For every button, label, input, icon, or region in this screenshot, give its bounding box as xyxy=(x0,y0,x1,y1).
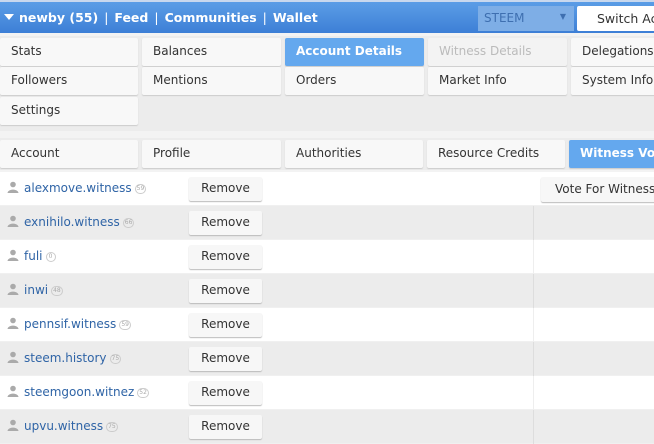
witness-row: upvu.witness 75 Remove xyxy=(0,410,654,444)
witness-name-link[interactable]: fuli xyxy=(24,249,43,263)
dropdown-arrow-icon: ▼ xyxy=(559,12,566,21)
remove-button[interactable]: Remove xyxy=(189,177,262,201)
witness-cell: fuli 0 xyxy=(0,240,181,274)
witness-cell: steemgoon.witnez 52 xyxy=(0,376,181,410)
reputation-badge: 48 xyxy=(51,286,63,296)
remove-button[interactable]: Remove xyxy=(189,415,262,439)
witness-row: alexmove.witness 59 Remove Vote For Witness… xyxy=(0,172,654,206)
separator: | xyxy=(104,10,109,25)
menu-settings[interactable]: Settings xyxy=(0,97,138,125)
witness-name-link[interactable]: inwi xyxy=(24,283,49,297)
remove-button[interactable]: Remove xyxy=(189,313,262,337)
user-icon xyxy=(7,181,19,193)
reputation-badge: 75 xyxy=(109,354,122,364)
separator: | xyxy=(154,10,159,25)
column-divider xyxy=(533,342,534,376)
caret-down-icon xyxy=(4,14,14,20)
witness-name-link[interactable]: pennsif.witness xyxy=(24,317,117,331)
reputation-badge: 0 xyxy=(45,252,56,262)
reputation-badge: 59 xyxy=(119,320,131,330)
tab-resource-credits[interactable]: Resource Credits xyxy=(427,140,565,168)
witness-cell: steem.history 75 xyxy=(0,342,181,376)
witness-row: steemgoon.witnez 52 Remove xyxy=(0,376,654,410)
remove-button[interactable]: Remove xyxy=(189,211,262,235)
witness-row: fuli 0 Remove xyxy=(0,240,654,274)
witness-cell: upvu.witness 75 xyxy=(0,410,181,444)
column-divider xyxy=(533,410,534,444)
witness-row: steem.history 75 Remove xyxy=(0,342,654,376)
user-icon xyxy=(7,317,19,329)
witness-cell: pennsif.witness 59 xyxy=(0,308,181,342)
tab-authorities[interactable]: Authorities xyxy=(285,140,423,168)
witness-row: inwi 48 Remove xyxy=(0,274,654,308)
nav-link-wallet[interactable]: Wallet xyxy=(272,10,318,25)
top-navbar: newby (55) | Feed | Communities | Wallet STEEM… xyxy=(0,0,654,33)
reputation-badge: 75 xyxy=(106,422,118,432)
column-divider xyxy=(533,308,534,342)
menu-account-details[interactable]: Account Details xyxy=(285,38,424,66)
switch-account-button[interactable]: Switch Acc xyxy=(577,6,654,31)
witness-name-link[interactable]: exnihilo.witness xyxy=(24,215,120,229)
witness-name-link[interactable]: steemgoon.witnez xyxy=(24,385,135,399)
nav-link-communities[interactable]: Communities xyxy=(164,10,257,25)
tab-profile[interactable]: Profile xyxy=(142,140,281,168)
menu-stats[interactable]: Stats xyxy=(0,38,138,66)
user-icon xyxy=(7,385,19,397)
account-label: newby (55) xyxy=(19,10,99,25)
vote-for-witness-button[interactable]: Vote For Witness.. xyxy=(541,177,654,202)
menu-mentions[interactable]: Mentions xyxy=(142,67,281,95)
menu-system-info[interactable]: System Info xyxy=(571,67,654,95)
nav-link-feed[interactable]: Feed xyxy=(114,10,149,25)
menu-market-info[interactable]: Market Info xyxy=(428,67,567,95)
menu-orders[interactable]: Orders xyxy=(285,67,424,95)
witness-vote-list: alexmove.witness 59 Remove Vote For Witness… xyxy=(0,172,654,444)
reputation-badge: 66 xyxy=(122,218,135,228)
column-divider xyxy=(533,274,534,308)
main-menu: Stats Balances Account Details Witness D… xyxy=(0,36,654,131)
column-divider xyxy=(533,240,534,274)
menu-balances[interactable]: Balances xyxy=(142,38,281,66)
user-icon xyxy=(7,419,19,431)
remove-button[interactable]: Remove xyxy=(189,245,262,269)
user-icon xyxy=(7,283,19,295)
witness-name-link[interactable]: alexmove.witness xyxy=(24,181,132,195)
witness-cell: alexmove.witness 59 xyxy=(0,172,181,206)
separator: | xyxy=(262,10,267,25)
witness-name-link[interactable]: steem.history xyxy=(24,351,107,365)
menu-delegations[interactable]: Delegations xyxy=(571,38,654,66)
user-icon xyxy=(7,249,19,261)
account-subtabs: Account Profile Authorities Resource Cre… xyxy=(0,138,654,170)
witness-name-link[interactable]: upvu.witness xyxy=(24,419,104,433)
tab-witness-votes[interactable]: Witness Votes xyxy=(569,140,654,168)
remove-button[interactable]: Remove xyxy=(189,381,262,405)
column-divider xyxy=(533,206,534,240)
user-icon xyxy=(7,351,19,363)
remove-button[interactable]: Remove xyxy=(189,347,262,371)
menu-followers[interactable]: Followers xyxy=(0,67,138,95)
witness-cell: exnihilo.witness 66 xyxy=(0,206,181,240)
column-divider xyxy=(533,376,534,410)
tab-account[interactable]: Account xyxy=(0,140,138,168)
account-menu[interactable]: newby (55) xyxy=(4,10,98,25)
witness-row: pennsif.witness 59 Remove xyxy=(0,308,654,342)
witness-cell: inwi 48 xyxy=(0,274,181,308)
user-icon xyxy=(7,215,19,227)
chain-select-value: STEEM xyxy=(484,11,525,25)
reputation-badge: 52 xyxy=(137,388,149,398)
remove-button[interactable]: Remove xyxy=(189,279,262,303)
chain-select[interactable]: STEEM ▼ xyxy=(478,6,574,31)
witness-row: exnihilo.witness 66 Remove xyxy=(0,206,654,240)
menu-witness-details: Witness Details xyxy=(428,38,567,66)
reputation-badge: 59 xyxy=(134,184,147,194)
